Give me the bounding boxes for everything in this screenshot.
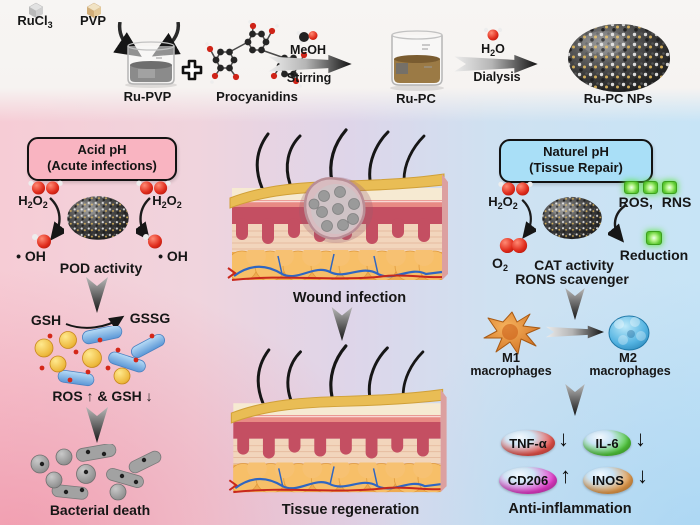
h2o2-molecule-icon [136, 180, 171, 195]
down-arrow [331, 307, 353, 341]
m1-macrophages-label: macrophages [470, 364, 552, 378]
gsh-to-gssg-arrow [65, 315, 125, 330]
m1-to-m2-arrow [546, 325, 604, 339]
cd206-direction: ↑ [560, 463, 571, 488]
acid-ph-title-box: Acid pH (Acute infections) [27, 137, 177, 181]
dead-bacteria-illustration [30, 444, 162, 501]
live-bacteria-illustration [34, 326, 165, 387]
oh-radical-icon [143, 234, 162, 249]
acid-ph-title-line1: Acid pH [77, 142, 127, 157]
h2o2-molecule-icon [28, 180, 63, 195]
inos-direction: ↓ [637, 463, 648, 488]
tissue-regeneration-label: Tissue regeneration [281, 502, 420, 518]
ros-particle-icon [624, 181, 639, 194]
ru-pc-beaker [390, 30, 444, 91]
rons-scavenger-label: RONS scavenger [515, 271, 629, 287]
oh-right-label: • OH [158, 248, 188, 264]
dialysis-arrow [454, 54, 538, 74]
stirring-label: Stirring [286, 71, 332, 85]
dialysis-label: Dialysis [473, 70, 521, 84]
ros-particle-icon [643, 181, 658, 194]
ru-pvp-label: Ru-PVP [123, 89, 172, 104]
reduced-rons-particle-icon [646, 231, 662, 245]
ru-pc-nanoparticle-left [67, 196, 129, 240]
inos-pill: INOS [583, 467, 633, 494]
wound-infection-label: Wound infection [292, 290, 407, 306]
down-arrow [565, 384, 585, 416]
plus-icon [181, 59, 203, 81]
ros-gsh-label: ROS ↑ & GSH ↓ [52, 388, 153, 404]
gssg-label: GSSG [129, 310, 171, 326]
rns-particle-icon [662, 181, 677, 194]
o2-molecule-icon [499, 237, 528, 254]
m2-label: M2 [618, 350, 638, 365]
down-arrow [565, 288, 585, 320]
rucl3-cube-icon [28, 2, 44, 18]
bacterial-death-label: Bacterial death [49, 502, 151, 518]
cat-reaction-arrow-left [521, 199, 536, 239]
m1-label: M1 [501, 350, 521, 365]
m1-macrophage-illustration [483, 311, 541, 355]
natural-ph-title-line2: (Tissue Repair) [529, 160, 623, 175]
tnf-alpha-direction: ↓ [558, 426, 569, 451]
h2o-molecule-icon [483, 27, 503, 41]
h2o2-molecule-icon [498, 181, 533, 196]
h2o2-natural-label: H2O2 [488, 194, 518, 211]
procyanidins-label: Procyanidins [216, 89, 298, 104]
tnf-alpha-pill: TNF-α [501, 430, 555, 456]
skin-cross-section-wound [227, 128, 448, 281]
il6-direction: ↓ [635, 426, 646, 451]
cat-activity-label: CAT activity [534, 257, 614, 273]
pod-reaction-arrow-left [49, 197, 64, 241]
h2o2-right-label: H2O2 [152, 193, 182, 210]
oh-radical-icon [32, 234, 51, 249]
pvp-label: PVP [79, 13, 106, 28]
ros-rns-label: ROS, RNS [618, 194, 692, 210]
rucl3-label: RuCl3 [17, 13, 53, 30]
pvp-cube-icon [86, 2, 102, 18]
anti-inflammation-label: Anti-inflammation [508, 501, 632, 517]
oh-left-label: • OH [16, 248, 46, 264]
meoh-label: MeOH [289, 43, 327, 57]
natural-ph-title-line1: Naturel pH [543, 144, 609, 159]
ru-pc-nps-label: Ru-PC NPs [583, 91, 653, 106]
pod-reaction-arrow-right [136, 197, 151, 241]
cd206-pill: CD206 [499, 467, 557, 494]
ru-pc-label: Ru-PC [396, 91, 436, 106]
procyanidins-molecule [205, 20, 311, 88]
skin-cross-section-healed [228, 344, 447, 494]
natural-ph-title-box: Naturel pH (Tissue Repair) [499, 139, 653, 183]
il6-pill: IL-6 [583, 430, 631, 456]
reduction-label: Reduction [619, 247, 689, 263]
scavenge-arrow-right [608, 204, 627, 243]
ru-pc-nanoparticle-right [542, 196, 602, 240]
pod-activity-label: POD activity [59, 260, 143, 276]
down-arrow [86, 407, 108, 443]
h2o-label: H2O [481, 42, 505, 58]
m2-macrophage-illustration [608, 315, 650, 351]
gsh-label: GSH [30, 312, 62, 328]
meoh-molecule-icon [296, 31, 318, 44]
acid-ph-title-line2: (Acute infections) [47, 158, 157, 173]
h2o2-left-label: H2O2 [18, 193, 48, 210]
o2-label: O2 [492, 255, 508, 273]
m2-macrophages-label: macrophages [589, 364, 671, 378]
down-arrow [86, 277, 108, 313]
stirring-arrow [268, 54, 352, 74]
ru-pvp-beaker [113, 22, 181, 88]
ru-pc-nanoparticle-large [568, 24, 670, 92]
